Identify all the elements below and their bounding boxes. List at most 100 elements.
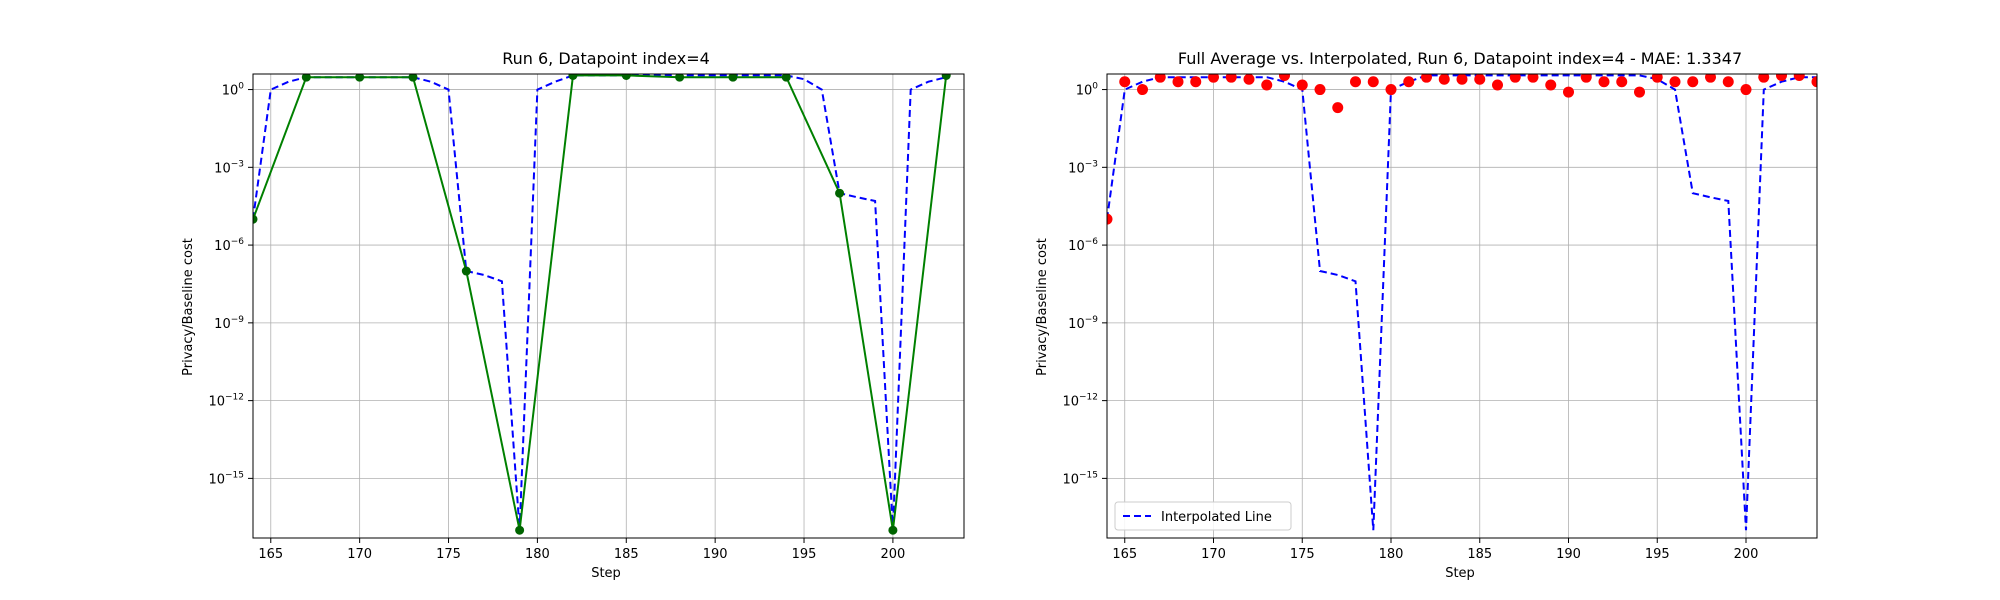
left-series-point: [621, 74, 631, 80]
right-y-tick-label: 100: [1076, 82, 1099, 99]
right-scatter-point: [1580, 74, 1592, 83]
left-x-tick-label: 185: [614, 547, 639, 562]
right-scatter-point: [1545, 79, 1557, 91]
left-x-tick-label: 195: [792, 547, 817, 562]
left-series-point: [355, 74, 365, 82]
right-scatter-point: [1154, 74, 1166, 83]
right-scatter-point: [1669, 76, 1681, 88]
right-plot-area: [1107, 74, 1817, 531]
right-x-tick-label: 195: [1645, 547, 1670, 562]
left-y-tick-label: 100: [222, 82, 245, 99]
right-chart-panel: Full Average vs. Interpolated, Run 6, Da…: [1035, 49, 1818, 581]
left-x-tick-label: 180: [525, 547, 550, 562]
right-scatter-point: [1634, 86, 1645, 98]
left-series-point: [888, 525, 898, 535]
right-scatter-point: [1279, 74, 1290, 81]
right-legend-label: Interpolated Line: [1161, 510, 1272, 525]
left-series-point: [253, 214, 258, 224]
left-x-tick-label: 170: [347, 547, 372, 562]
right-scatter-point: [1776, 74, 1787, 81]
right-scatter-point: [1527, 74, 1539, 83]
left-series-point: [675, 74, 685, 82]
right-legend-box: [1114, 501, 1292, 531]
right-scatter-point: [1261, 79, 1273, 91]
left-series-point: [781, 74, 791, 82]
right-scatter-point: [1403, 76, 1415, 88]
right-scatter-point: [1208, 74, 1219, 83]
left-series-point: [568, 74, 578, 80]
right-scatter-point: [1296, 79, 1308, 91]
right-scatter-point: [1456, 74, 1468, 85]
left-y-tick-label: 10−9: [214, 315, 244, 332]
right-scatter-point: [1119, 76, 1131, 88]
left-x-tick-label: 175: [436, 547, 461, 562]
left-series-point: [941, 74, 951, 80]
right-scatter-point: [1563, 86, 1574, 98]
right-scatter-point: [1332, 102, 1344, 114]
right-scatter-point: [1687, 76, 1699, 88]
right-scatter-point: [1598, 76, 1610, 88]
right-scatter-point: [1474, 74, 1486, 85]
right-scatter-point: [1616, 76, 1628, 88]
right-scatter-point: [1492, 79, 1503, 91]
right-scatter-point: [1722, 76, 1734, 88]
right-dashed-series-line: [1107, 74, 1817, 531]
right-chart-ylabel: Privacy/Baseline cost: [1035, 238, 1050, 376]
right-scatter-point: [1758, 74, 1770, 83]
right-chart-title: Full Average vs. Interpolated, Run 6, Da…: [1178, 49, 1742, 68]
right-scatter-point: [1367, 76, 1379, 88]
left-chart-title: Run 6, Datapoint index=4: [502, 49, 710, 68]
left-x-tick-label: 190: [703, 547, 728, 562]
right-scatter-point: [1740, 84, 1752, 96]
right-scatter-point: [1243, 74, 1255, 85]
right-scatter-point: [1172, 76, 1184, 88]
left-chart-ylabel: Privacy/Baseline cost: [181, 238, 196, 376]
right-scatter-point: [1385, 84, 1397, 96]
right-scatter-point: [1651, 74, 1663, 83]
right-scatter-point: [1421, 74, 1432, 83]
right-x-tick-label: 170: [1201, 547, 1226, 562]
left-series-point: [461, 266, 471, 276]
left-dashed-series-line: [253, 74, 947, 531]
left-series-point: [301, 74, 311, 82]
left-axes-frame: [252, 73, 965, 539]
right-x-tick-label: 175: [1290, 547, 1315, 562]
right-scatter-point: [1137, 84, 1148, 96]
left-y-tick-label: 10−6: [214, 237, 244, 254]
left-series-point: [835, 188, 845, 198]
left-chart-xlabel: Step: [591, 566, 621, 581]
right-scatter-point: [1190, 76, 1202, 88]
right-scatter-point: [1811, 76, 1817, 88]
left-series-point: [728, 74, 738, 82]
right-x-tick-label: 190: [1556, 547, 1581, 562]
right-x-tick-label: 185: [1467, 547, 1492, 562]
right-scatter-point: [1350, 76, 1361, 88]
left-plot-area: [253, 74, 951, 535]
right-scatter-point: [1705, 74, 1716, 83]
right-scatter-point: [1793, 74, 1805, 81]
left-x-tick-label: 200: [880, 547, 905, 562]
right-x-tick-label: 165: [1112, 547, 1137, 562]
right-scatter-point: [1314, 84, 1326, 96]
right-chart-xlabel: Step: [1445, 566, 1475, 581]
right-scatter-point: [1225, 74, 1237, 83]
left-solid-series-line: [253, 74, 948, 531]
right-scatter-point: [1107, 213, 1113, 225]
right-y-tick-label: 10−3: [1068, 159, 1098, 176]
left-series-point: [408, 74, 418, 82]
left-series-point: [515, 525, 525, 535]
right-y-tick-label: 10−9: [1068, 315, 1098, 332]
left-x-tick-label: 165: [258, 547, 283, 562]
right-y-tick-label: 10−15: [1062, 470, 1098, 487]
right-scatter-point: [1438, 74, 1450, 85]
right-scatter-point: [1509, 74, 1521, 83]
left-y-tick-label: 10−15: [208, 470, 244, 487]
right-x-tick-label: 180: [1379, 547, 1404, 562]
left-y-tick-label: 10−12: [208, 393, 244, 410]
right-axes-frame: [1106, 73, 1818, 539]
right-y-tick-label: 10−6: [1068, 237, 1098, 254]
right-legend: Interpolated Line: [1114, 501, 1292, 531]
left-chart-panel: Run 6, Datapoint index=4 Step Privacy/Ba…: [181, 49, 965, 581]
left-y-tick-label: 10−3: [214, 159, 244, 176]
